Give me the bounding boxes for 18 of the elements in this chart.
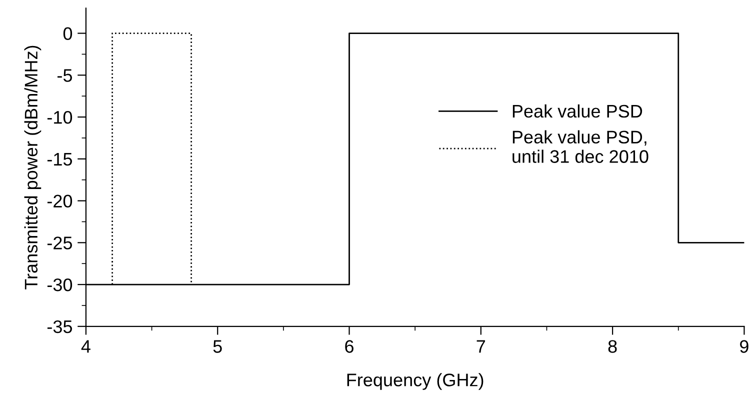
y-tick-label: -30 — [47, 278, 72, 292]
y-tick-label: -25 — [47, 236, 72, 250]
x-tick-label: 6 — [345, 340, 354, 353]
x-tick-label: 9 — [740, 340, 748, 353]
y-tick-label: -35 — [47, 320, 72, 334]
y-tick-label: -5 — [58, 69, 72, 82]
y-tick-label: -15 — [47, 153, 72, 166]
y-tick-label: -20 — [47, 194, 72, 208]
legend-label: Peak value PSD, until 31 dec 2010 — [512, 130, 648, 163]
legend-label: Peak value PSD — [512, 104, 642, 118]
y-tick-label: -10 — [47, 110, 72, 124]
x-tick-label: 7 — [476, 340, 486, 353]
y-axis-title: Transmitted power (dBm/MHz) — [24, 46, 42, 290]
x-tick-label: 4 — [81, 340, 90, 353]
x-axis-title: Frequency (GHz) — [347, 373, 484, 390]
x-tick-label: 8 — [608, 340, 617, 353]
y-tick-label: 0 — [63, 27, 72, 40]
x-tick-label: 5 — [213, 340, 222, 353]
